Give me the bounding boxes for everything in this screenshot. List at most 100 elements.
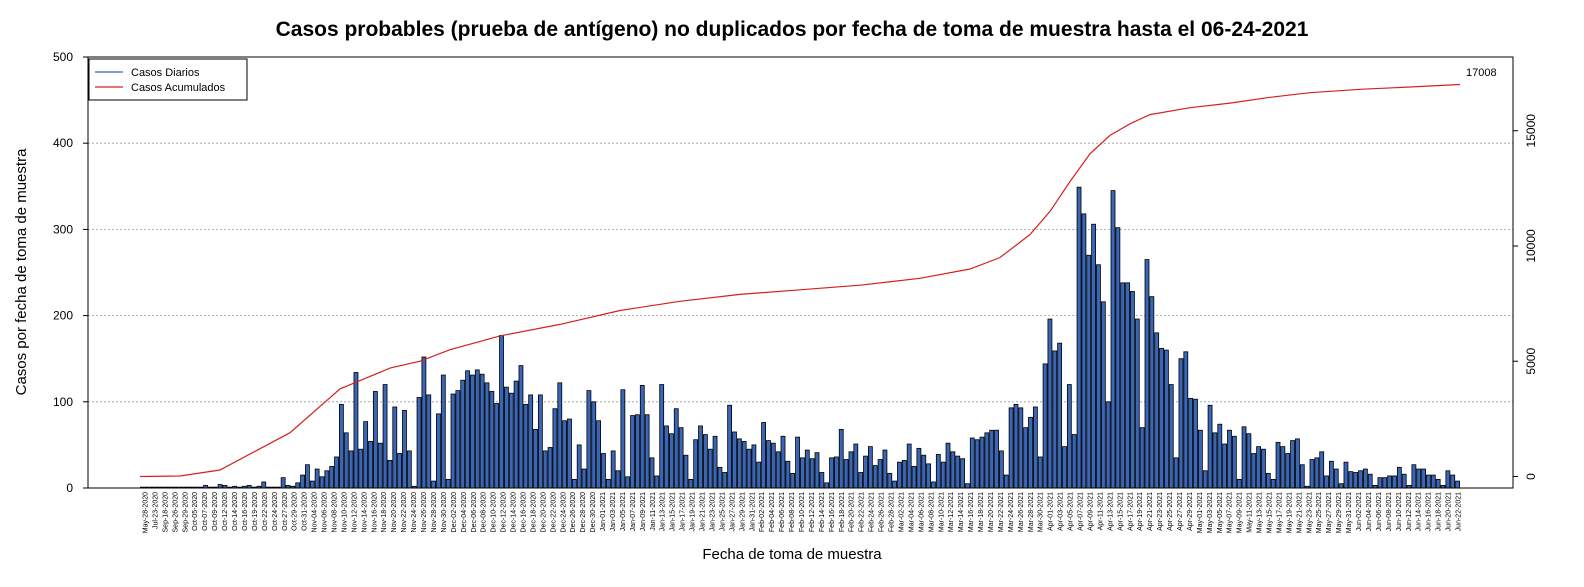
bar xyxy=(785,460,791,489)
bar xyxy=(940,461,946,489)
bar xyxy=(1285,453,1291,489)
bar xyxy=(300,474,305,489)
x-axis-title: Fecha de toma de muestra xyxy=(702,546,882,563)
bar xyxy=(314,468,320,489)
x-tick-label: Oct-22-2020 xyxy=(262,492,269,531)
bar xyxy=(809,458,815,489)
bar xyxy=(712,435,718,489)
bar xyxy=(450,393,456,489)
x-tick-label: Jan-15-2021 xyxy=(670,492,677,531)
bar xyxy=(858,472,864,489)
bar xyxy=(528,394,534,489)
bar xyxy=(770,442,776,489)
x-tick-label: May-27-2021 xyxy=(1326,492,1333,533)
gridlines xyxy=(88,142,1513,403)
x-tick-label: May-13-2021 xyxy=(1257,492,1264,533)
bar xyxy=(994,429,999,489)
bar xyxy=(499,335,504,489)
bar xyxy=(775,451,781,489)
x-tick-label: Feb-18-2021 xyxy=(839,492,846,532)
bar xyxy=(867,446,873,489)
bar xyxy=(955,455,961,489)
y2-tick-label: 5000 xyxy=(1524,348,1538,375)
x-tick-label: Dec-20-2020 xyxy=(540,492,547,533)
bar xyxy=(576,444,582,489)
bar xyxy=(494,403,500,489)
bar xyxy=(1100,301,1106,489)
bar xyxy=(402,410,407,489)
bar xyxy=(1396,466,1402,489)
x-tick-label: Mar-28-2021 xyxy=(1028,492,1035,532)
x-tick-label: Apr-21-2021 xyxy=(1147,492,1154,531)
bar xyxy=(1091,223,1096,489)
x-tick-label: Apr-03-2021 xyxy=(1058,492,1065,531)
bar xyxy=(761,422,766,489)
bar xyxy=(1343,461,1349,489)
bar xyxy=(305,464,310,489)
bar xyxy=(853,443,859,489)
bar xyxy=(935,453,941,489)
bar xyxy=(1333,468,1339,489)
bar xyxy=(1314,457,1320,489)
bar xyxy=(1435,478,1441,489)
bar xyxy=(1028,416,1033,489)
bar xyxy=(1280,446,1286,489)
bar xyxy=(1256,446,1261,489)
x-tick-label: Dec-30-2020 xyxy=(590,492,597,533)
x-tick-label: Oct-29-2020 xyxy=(292,492,299,531)
bar xyxy=(1149,296,1155,489)
bar xyxy=(678,427,684,489)
x-tick-label: Apr-05-2021 xyxy=(1068,492,1075,531)
x-tick-label: Mar-22-2021 xyxy=(998,492,1005,532)
bar xyxy=(620,389,626,489)
bar xyxy=(377,442,383,489)
x-tick-label: Jan-05-2021 xyxy=(620,492,627,531)
bar xyxy=(795,436,800,489)
x-tick-label: Dec-06-2020 xyxy=(471,492,478,533)
x-tick-label: Nov-10-2020 xyxy=(341,492,348,533)
bar xyxy=(1421,468,1426,489)
bar xyxy=(1018,407,1024,489)
x-tick-label: Nov-06-2020 xyxy=(322,492,329,533)
bar xyxy=(746,448,752,489)
x-tick-label: Oct-09-2020 xyxy=(212,492,219,531)
x-tick-label: Nov-26-2020 xyxy=(421,492,428,533)
bar xyxy=(1173,457,1179,489)
bar xyxy=(1222,443,1228,489)
bar xyxy=(693,439,699,489)
x-tick-label: Dec-08-2020 xyxy=(481,492,488,533)
x-tick-label: Nov-04-2020 xyxy=(312,492,319,533)
x-tick-label: Jun-22-2021 xyxy=(1456,492,1463,531)
x-tick-label: Oct-31-2020 xyxy=(302,492,309,531)
x-tick-label: Feb-08-2021 xyxy=(789,492,796,532)
x-tick-label: Feb-12-2021 xyxy=(809,492,816,532)
x-tick-label: Dec-18-2020 xyxy=(530,492,537,533)
bar xyxy=(470,374,475,489)
bar xyxy=(669,433,674,489)
bar xyxy=(702,434,708,489)
bar xyxy=(829,457,834,489)
bar xyxy=(766,440,771,489)
x-tick-label: Feb-04-2021 xyxy=(769,492,776,532)
bar xyxy=(804,449,810,489)
bar xyxy=(1430,474,1436,489)
x-tick-label: Jan-01-2021 xyxy=(600,492,607,531)
bar xyxy=(1154,332,1160,489)
bar xyxy=(688,478,694,489)
x-tick-label: Nov-12-2020 xyxy=(351,492,358,533)
bar xyxy=(586,390,592,489)
bar xyxy=(1290,440,1295,489)
x-tick-label: Dec-10-2020 xyxy=(491,492,498,533)
bar xyxy=(999,450,1004,489)
x-tick-label: Oct-24-2020 xyxy=(272,492,279,531)
bar xyxy=(751,444,757,489)
bar xyxy=(1062,446,1067,489)
y2-tick-label: 15000 xyxy=(1524,114,1538,148)
x-tick-label: Feb-06-2021 xyxy=(779,492,786,532)
chart-title: Casos probables (prueba de antígeno) no … xyxy=(276,18,1309,41)
bar xyxy=(1202,470,1208,489)
x-tick-label: Oct-07-2020 xyxy=(202,492,209,531)
bar xyxy=(523,403,529,489)
bar xyxy=(834,456,839,489)
